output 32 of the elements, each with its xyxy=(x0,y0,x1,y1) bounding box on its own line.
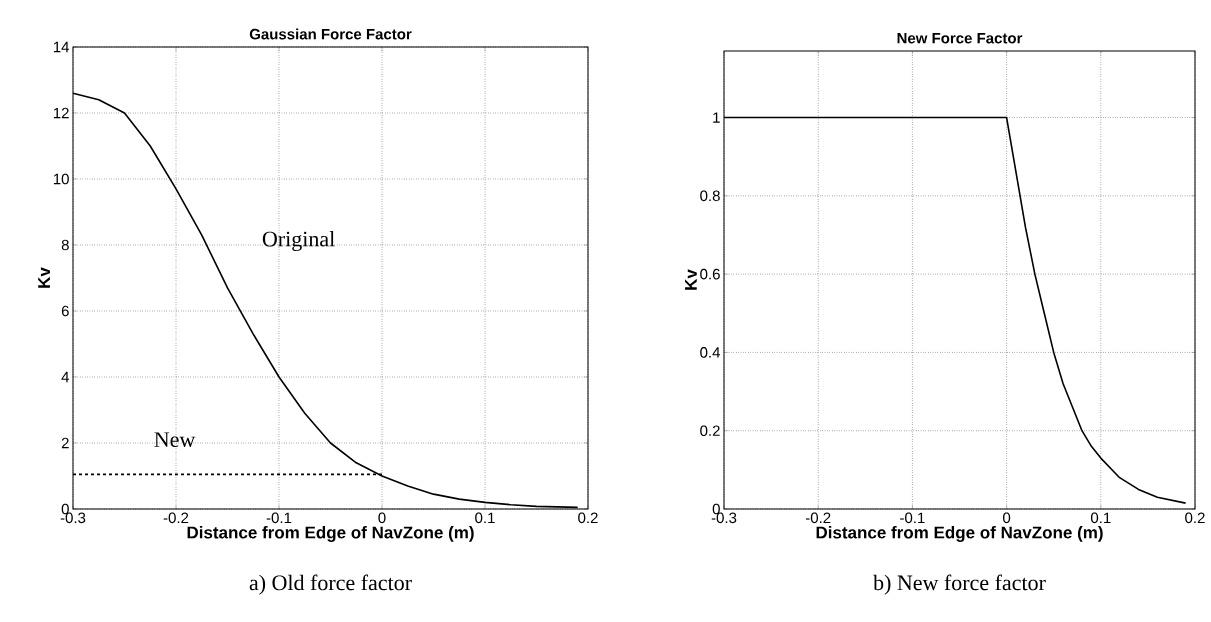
y-tick-label: 0.2 xyxy=(700,425,720,437)
y-tick-label: 0.8 xyxy=(700,190,720,202)
y-tick-label: 8 xyxy=(61,239,69,251)
x-tick-label: -0.2 xyxy=(163,512,189,524)
text: b) New force factor xyxy=(873,574,1046,595)
annotation: Original xyxy=(262,231,335,252)
y-tick-label: 10 xyxy=(53,173,69,185)
y-tick-label: 14 xyxy=(53,41,70,53)
y-tick-label: 0.6 xyxy=(700,268,720,280)
x-tick-label: 0.2 xyxy=(578,512,598,524)
annotation: New xyxy=(154,432,196,448)
y-tick-label: 12 xyxy=(53,107,69,119)
x-tick-label: -0.2 xyxy=(805,512,831,524)
x-tick-label: 0 xyxy=(378,512,386,524)
x-tick-label: -0.1 xyxy=(900,512,925,524)
y-tick-label: 2 xyxy=(61,437,69,449)
y-axis-title: Kv xyxy=(38,267,50,288)
x-tick-label: 0.1 xyxy=(1090,512,1111,524)
x-axis-title: Distance from Edge of NavZone (m) xyxy=(816,526,1103,542)
text: a) Old force factor xyxy=(249,574,412,595)
chart-title: Gaussian Force Factor xyxy=(249,28,412,40)
y-axis-title: Kv xyxy=(685,269,697,290)
chart-title: New Force Factor xyxy=(897,33,1023,44)
y-tick-label: 6 xyxy=(61,305,69,317)
x-tick-label: -0.1 xyxy=(266,512,292,524)
x-tick-label: 0.2 xyxy=(1185,512,1205,524)
x-axis-title: Distance from Edge of NavZone (m) xyxy=(187,526,474,542)
x-tick-label: 0 xyxy=(1003,512,1011,524)
x-tick-label: 0.1 xyxy=(475,512,495,524)
y-tick-label: 4 xyxy=(61,371,70,383)
y-tick-label: 0.4 xyxy=(700,347,721,358)
y-tick-label: 1 xyxy=(713,112,720,123)
